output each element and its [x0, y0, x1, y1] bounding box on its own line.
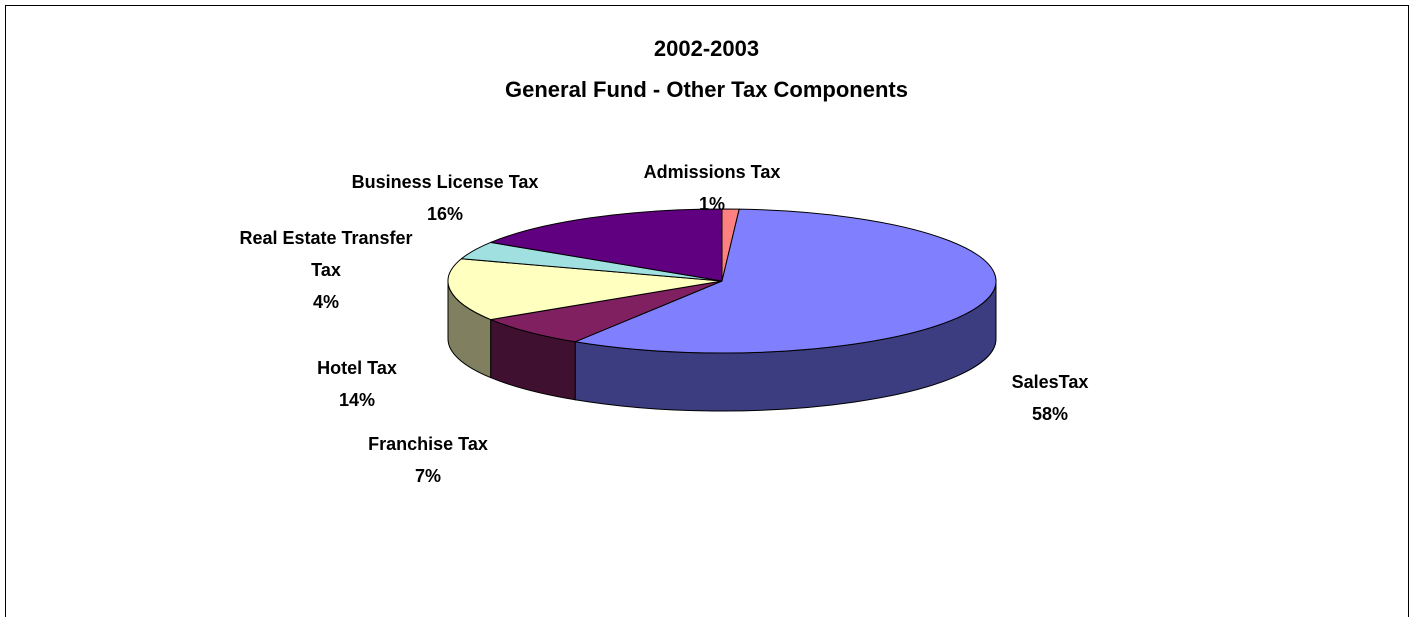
chart-subtitle: General Fund - Other Tax Components — [505, 77, 908, 102]
slice-label-hotel-tax: Hotel Tax 14% — [217, 352, 497, 416]
chart-title: 2002-2003 — [653, 36, 760, 61]
slice-name-hotel-tax: Hotel Tax — [317, 358, 397, 378]
slice-name-salestax: SalesTax — [1011, 372, 1089, 392]
pie-slice-business-license-tax — [490, 208, 723, 282]
slice-percent-franchise-tax: 7% — [414, 466, 441, 486]
slice-percent-hotel-tax: 14% — [338, 390, 376, 410]
chart-border — [5, 5, 1409, 617]
slice-percent-real-estate-transfer-tax: 4% — [312, 292, 339, 312]
pie-slice-franchise-tax — [490, 280, 723, 343]
slice-name-real-estate-transfer-tax-line1: Real Estate Transfer — [239, 228, 413, 248]
slice-percent-business-license-tax: 16% — [426, 204, 464, 224]
slice-label-franchise-tax: Franchise Tax 7% — [288, 428, 568, 492]
slice-name-business-license-tax: Business License Tax — [351, 172, 539, 192]
slice-name-franchise-tax: Franchise Tax — [368, 434, 488, 454]
slice-percent-salestax: 58% — [1031, 404, 1069, 424]
slice-label-admissions-tax: Admissions Tax 1% — [572, 156, 852, 220]
slice-label-real-estate-transfer-tax: Real Estate Transfer Tax 4% — [186, 222, 466, 318]
slice-label-business-license-tax: Business License Tax 16% — [305, 166, 585, 230]
slice-label-salestax: SalesTax 58% — [910, 366, 1190, 430]
slice-name-admissions-tax: Admissions Tax — [643, 162, 781, 182]
slice-percent-admissions-tax: 1% — [698, 194, 725, 214]
slice-name-real-estate-transfer-tax-line2: Tax — [311, 260, 341, 280]
pie-slice-salestax — [574, 208, 997, 354]
pie-slice-hotel-tax — [447, 258, 723, 321]
